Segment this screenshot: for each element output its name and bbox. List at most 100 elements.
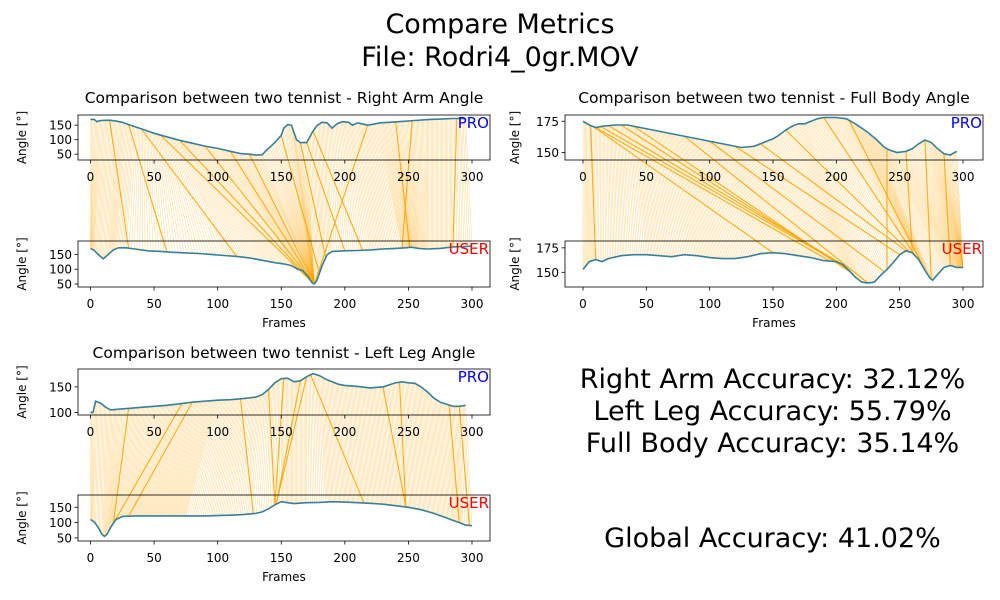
match-line [414, 120, 419, 249]
match-line [157, 134, 176, 253]
match-line [419, 386, 427, 512]
match-line [148, 405, 169, 516]
match-line [436, 399, 444, 517]
match-line [784, 130, 836, 262]
match-line [610, 125, 615, 258]
match-line [813, 120, 871, 283]
match-line [447, 404, 455, 521]
match-line [675, 134, 700, 257]
match-line [150, 131, 159, 252]
x-tick-label: 100 [206, 297, 229, 311]
y-tick-label: 150 [536, 266, 559, 280]
match-line [676, 134, 701, 257]
full-body-accuracy: Full Body Accuracy: 35.14% [585, 428, 960, 459]
x-axis-label: Frames [262, 570, 306, 584]
match-line [638, 127, 653, 256]
match-line [110, 121, 120, 252]
match-line [915, 145, 959, 268]
match-line [228, 397, 249, 516]
match-line [889, 149, 946, 267]
match-line [951, 154, 964, 268]
match-line [175, 139, 216, 255]
match-line [91, 119, 95, 249]
match-line [668, 133, 692, 256]
match-line [200, 399, 229, 516]
x-tick-label: 200 [333, 297, 356, 311]
match-line [608, 125, 612, 259]
match-line [99, 120, 108, 256]
match-line [170, 137, 205, 254]
match-line [356, 123, 377, 250]
x-tick-label: 300 [461, 297, 484, 311]
x-tick-label: 100 [206, 551, 229, 565]
x-tick-label: 300 [461, 170, 484, 184]
match-line [287, 124, 315, 285]
match-line [465, 118, 473, 247]
chart-left-leg-angle: Comparison between two tennist - Left Le… [15, 344, 491, 584]
match-line [729, 145, 768, 254]
match-line [328, 380, 335, 502]
match-line [825, 117, 886, 272]
match-line-accent [280, 135, 320, 274]
match-line-accent [592, 126, 774, 254]
match-line [128, 407, 142, 517]
match-line [912, 148, 959, 268]
match-line [92, 121, 98, 250]
match-line [420, 386, 428, 512]
match-line [364, 124, 388, 249]
match-line [271, 382, 276, 507]
match-line [400, 381, 408, 508]
match-line [376, 387, 384, 505]
match-line [464, 405, 471, 526]
match-line-accent [943, 153, 951, 266]
match-line [155, 404, 178, 516]
y-axis-label: Angle [°] [508, 111, 522, 164]
match-line [221, 398, 244, 516]
match-line [133, 128, 140, 249]
match-line [145, 405, 165, 516]
match-line [611, 125, 617, 257]
match-line [289, 124, 315, 285]
match-line [879, 142, 938, 275]
match-line [844, 118, 907, 251]
match-line [946, 154, 964, 268]
x-tick-label: 200 [333, 170, 356, 184]
match-line [847, 119, 909, 252]
match-line [598, 126, 600, 261]
match-line [839, 117, 902, 255]
y-tick-label: 150 [49, 501, 72, 515]
match-line-accent [313, 124, 369, 285]
pro-axes-frame [77, 368, 491, 416]
match-line-accent [709, 140, 885, 273]
match-line [411, 383, 419, 510]
match-line [918, 143, 960, 268]
match-line [732, 145, 771, 254]
match-line [948, 154, 964, 268]
match-line [924, 139, 961, 268]
match-lines-accent [112, 374, 471, 526]
match-line [118, 124, 129, 248]
match-line [717, 142, 752, 256]
match-line [945, 153, 964, 268]
match-line [92, 121, 99, 250]
match-line [308, 375, 311, 503]
match-line [841, 118, 903, 254]
match-line [121, 125, 132, 248]
match-line-accent [924, 139, 932, 280]
match-line [214, 147, 276, 263]
match-line [405, 382, 413, 509]
match-line-accent [448, 405, 460, 523]
match-line [141, 405, 160, 516]
match-line [258, 390, 268, 513]
y-tick-label: 175 [536, 115, 559, 129]
match-line [734, 146, 774, 253]
match-line [147, 131, 154, 252]
match-line [121, 408, 133, 517]
match-line [253, 392, 265, 514]
match-line [639, 127, 655, 256]
match-line [315, 127, 322, 268]
match-line [189, 142, 240, 257]
match-line [158, 403, 183, 516]
match-line [153, 133, 168, 252]
match-line [904, 151, 956, 267]
